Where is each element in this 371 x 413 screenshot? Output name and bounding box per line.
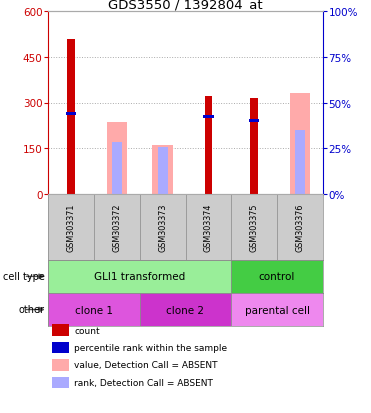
Bar [203, 115, 213, 119]
Bar [106, 123, 127, 194]
Text: other: other [19, 305, 45, 315]
Text: GSM303375: GSM303375 [250, 203, 259, 252]
Bar [205, 97, 212, 194]
Text: control: control [259, 272, 295, 282]
Bar [249, 120, 259, 123]
Text: GSM303374: GSM303374 [204, 203, 213, 251]
Text: GLI1 transformed: GLI1 transformed [94, 272, 186, 282]
Bar [295, 131, 305, 194]
Text: cell type: cell type [3, 272, 45, 282]
Text: GSM303376: GSM303376 [295, 203, 304, 251]
Bar [140, 293, 231, 326]
Text: parental cell: parental cell [244, 305, 309, 315]
Text: percentile rank within the sample: percentile rank within the sample [74, 343, 227, 352]
Bar [250, 99, 258, 194]
Text: value, Detection Call = ABSENT: value, Detection Call = ABSENT [74, 361, 218, 370]
Title: GDS3550 / 1392804_at: GDS3550 / 1392804_at [108, 0, 263, 11]
Text: rank, Detection Call = ABSENT: rank, Detection Call = ABSENT [74, 378, 213, 387]
Bar [66, 112, 76, 115]
Text: clone 2: clone 2 [167, 305, 204, 315]
Bar [112, 142, 122, 194]
Bar [68, 40, 75, 194]
Bar [152, 146, 173, 194]
Bar [231, 293, 323, 326]
Bar [231, 260, 323, 293]
Bar [48, 293, 140, 326]
Text: GSM303373: GSM303373 [158, 203, 167, 251]
Text: clone 1: clone 1 [75, 305, 113, 315]
Text: GSM303371: GSM303371 [67, 203, 76, 251]
Text: count: count [74, 326, 100, 335]
Bar [48, 260, 231, 293]
Bar [290, 94, 310, 194]
Bar [158, 147, 168, 194]
Text: GSM303372: GSM303372 [112, 203, 121, 252]
